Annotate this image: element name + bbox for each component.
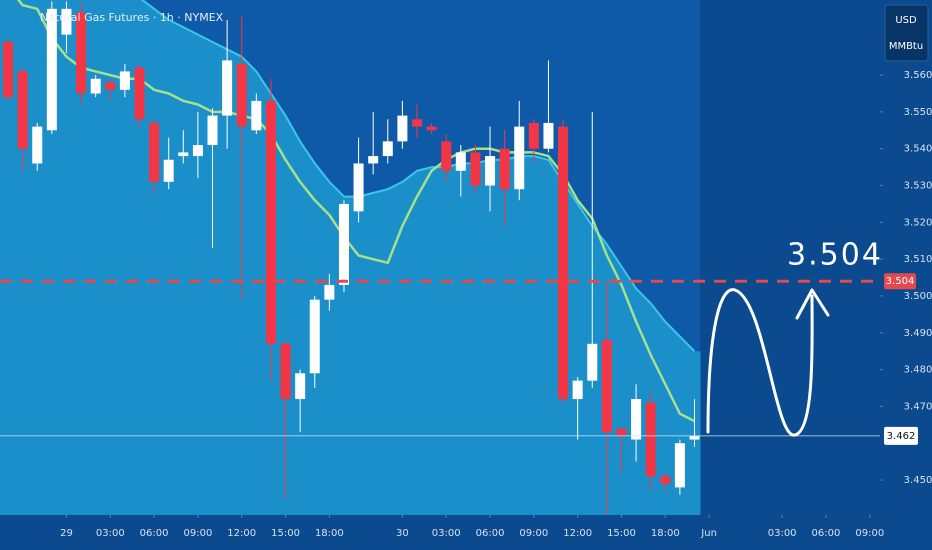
candle-body <box>455 152 466 171</box>
candle-body <box>558 126 569 400</box>
candle-body <box>660 476 671 484</box>
target-label: 3.504 <box>886 276 915 287</box>
fill-layer <box>0 0 701 515</box>
x-tick-label: 12:00 <box>227 528 256 539</box>
unit-box <box>884 4 929 62</box>
candle-body <box>689 435 700 440</box>
forecast-arrow <box>706 288 830 437</box>
candle-body <box>674 443 685 488</box>
candle-body <box>178 152 189 157</box>
candle-body <box>265 100 276 344</box>
band-area <box>0 0 701 515</box>
x-tick-label: 03:00 <box>432 528 461 539</box>
x-tick-label: 06:00 <box>476 528 505 539</box>
candle-body <box>17 71 28 149</box>
candle-body <box>309 299 320 374</box>
indicator-line <box>140 0 696 352</box>
candle-body <box>411 119 422 127</box>
y-tick-label: 3.540 <box>904 144 932 155</box>
x-tick-label: 18:00 <box>315 528 344 539</box>
x-tick-label: 15:00 <box>607 528 636 539</box>
y-tick-label: 3.450 <box>904 475 932 486</box>
y-tick-label: 3.490 <box>904 328 932 339</box>
candle-body <box>528 122 539 149</box>
candle-body <box>338 203 349 285</box>
y-tick-label: 3.510 <box>904 254 932 265</box>
candle-body <box>353 163 364 212</box>
candle-body <box>587 343 598 381</box>
candle-body <box>368 156 379 164</box>
candle-body <box>485 156 496 186</box>
candle-body <box>441 141 452 171</box>
y-tick-label: 3.470 <box>904 401 932 412</box>
candle-body <box>251 100 262 131</box>
x-tick-label: 09:00 <box>183 528 212 539</box>
candle-body <box>90 78 101 94</box>
chart-title: Natural Gas Futures · 1h · NYMEX <box>40 11 224 24</box>
candle-body <box>514 126 525 190</box>
candle-body <box>426 126 437 131</box>
y-tick-label: 3.550 <box>904 107 932 118</box>
x-tick-label: 06:00 <box>140 528 169 539</box>
x-tick-label: 09:00 <box>855 528 884 539</box>
x-tick-label: 29 <box>60 528 73 539</box>
candle-body <box>3 41 14 98</box>
unit-label: USD <box>895 15 917 26</box>
candle-layer <box>3 1 700 515</box>
y-tick-label: 3.480 <box>904 365 932 376</box>
candle-body <box>222 60 233 116</box>
candle-body <box>192 145 203 157</box>
candle-body <box>236 64 247 127</box>
x-tick-label: 12:00 <box>563 528 592 539</box>
candle-body <box>46 8 57 131</box>
unit-label: MMBtu <box>889 41 923 52</box>
x-tick-label: 06:00 <box>812 528 841 539</box>
candle-body <box>61 8 72 35</box>
candle-body <box>397 115 408 142</box>
x-tick-label: 18:00 <box>651 528 680 539</box>
candle-body <box>543 122 554 149</box>
candle-body <box>134 67 145 120</box>
x-tick-label: Jun <box>700 528 717 539</box>
y-tick-label: 3.520 <box>904 217 932 228</box>
candle-body <box>572 380 583 400</box>
candle-body <box>32 126 43 164</box>
candle-body <box>324 284 335 300</box>
x-tick-label: 03:00 <box>96 528 125 539</box>
candle-body <box>163 159 174 182</box>
candle-body <box>631 399 642 440</box>
y-tick-label: 3.560 <box>904 70 932 81</box>
candle-body <box>295 373 306 400</box>
x-tick-label: 03:00 <box>768 528 797 539</box>
last-price-label: 3.462 <box>887 431 916 442</box>
overlay-layer: 3.560 3.550 3.540 3.530 3.520 3.510 3.500 3.490… <box>0 70 932 539</box>
x-tick-label: 30 <box>396 528 409 539</box>
candle-body <box>149 122 160 182</box>
target-label-box <box>884 273 916 290</box>
candle-body <box>601 340 612 433</box>
candle-body <box>382 141 393 157</box>
candle-body <box>616 428 627 436</box>
candle-body <box>645 402 656 477</box>
x-tick-label: 15:00 <box>271 528 300 539</box>
last-price-box <box>884 426 918 445</box>
candle-body <box>207 115 218 146</box>
candle-body <box>105 82 116 90</box>
candle-body <box>499 148 510 190</box>
candle-body <box>76 12 87 94</box>
candle-body <box>119 71 130 90</box>
y-tick-label: 3.500 <box>904 291 932 302</box>
target-annotation: 3.504 <box>787 238 883 273</box>
y-tick-label: 3.530 <box>904 181 932 192</box>
candle-body <box>280 343 291 400</box>
candle-body <box>470 152 481 186</box>
x-tick-label: 09:00 <box>519 528 548 539</box>
